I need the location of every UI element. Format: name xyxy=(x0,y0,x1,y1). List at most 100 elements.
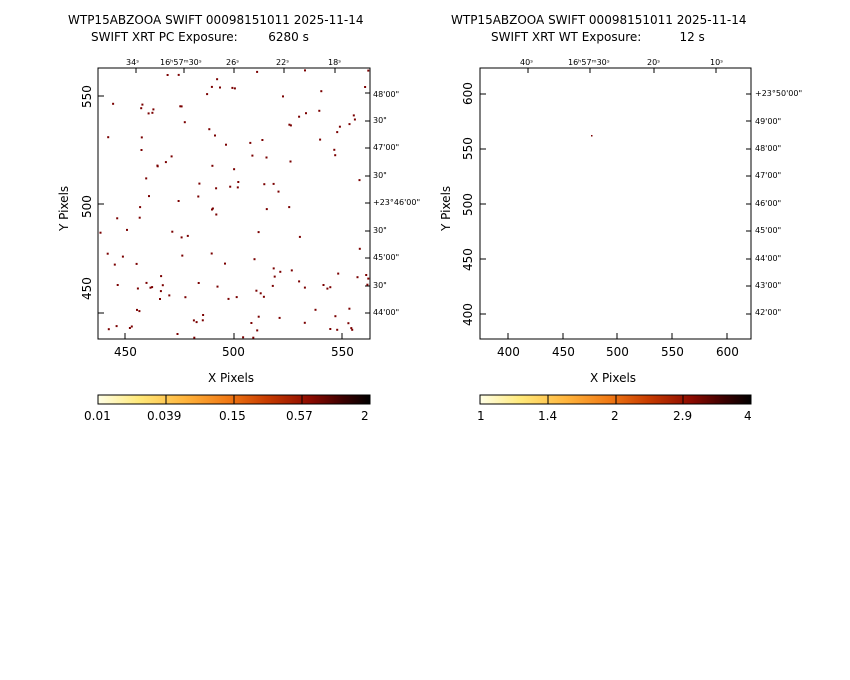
panel1-event-point xyxy=(261,139,264,141)
panel1-colorbar-tick: 2 xyxy=(361,409,369,423)
panel1-event-point xyxy=(289,124,292,127)
panel1-event-point xyxy=(251,154,254,157)
panel1-frame xyxy=(97,67,371,340)
panel1-event-point xyxy=(259,292,262,295)
panel1-event-point xyxy=(156,164,159,167)
panel1-event-point xyxy=(326,287,329,290)
panel2-event-point xyxy=(591,135,593,137)
panel1-event-point xyxy=(227,297,230,300)
panel1-ra-tick: 16ʰ57ᵐ30ˢ xyxy=(160,58,202,67)
panel1-event-point xyxy=(289,160,292,163)
panel1-event-point xyxy=(138,310,141,313)
panel2-x-tick: 450 xyxy=(552,345,575,359)
panel1-event-point xyxy=(263,183,266,186)
panel1-event-point xyxy=(356,276,359,279)
panel2-colorbar-tick: 1.4 xyxy=(538,409,558,423)
panel1-event-point xyxy=(278,316,281,319)
panel1-event-point xyxy=(192,319,195,322)
panel1-event-point xyxy=(235,296,238,299)
panel2-colorbar-tick: 4 xyxy=(744,409,752,423)
panel1-ra-tick: 26ˢ xyxy=(226,58,240,67)
panel1-event-point xyxy=(198,182,201,185)
panel2-dec-tick: 44'00" xyxy=(755,254,782,263)
panel1-event-point xyxy=(152,108,155,111)
panel1-event-point xyxy=(113,263,116,266)
panel1-event-point xyxy=(215,187,218,190)
panel1-event-point xyxy=(224,262,226,265)
panel1-event-point xyxy=(303,286,306,289)
panel1-event-point xyxy=(206,93,209,96)
panel1-event-point xyxy=(336,131,339,134)
panel1-event-point xyxy=(106,252,109,255)
panel1-event-point xyxy=(364,86,367,88)
panel1-event-point xyxy=(177,200,180,202)
panel1-event-point xyxy=(279,270,282,273)
panel1-event-point xyxy=(147,112,150,115)
panel1-event-point xyxy=(233,168,236,171)
panel1-event-point xyxy=(210,85,213,88)
panel1-event-point xyxy=(128,327,131,329)
panel1-event-point xyxy=(161,284,164,287)
panel1-event-point xyxy=(140,136,143,139)
panel1-event-point xyxy=(211,164,214,167)
panel1-event-point xyxy=(288,206,291,209)
panel1-dec-tick: 44'00" xyxy=(373,308,400,317)
panel1-event-point xyxy=(348,123,351,126)
panel1-event-point xyxy=(305,112,307,115)
panel1-event-point xyxy=(164,161,167,164)
panel1-event-point xyxy=(159,290,162,293)
panel1-event-point xyxy=(197,195,200,198)
panel1-colorbar-ticks xyxy=(165,395,303,404)
panel1-event-point xyxy=(319,138,322,141)
panel1-event-point xyxy=(329,286,332,289)
panel1-event-point xyxy=(166,74,169,76)
panel1-event-point xyxy=(138,216,141,219)
panel2-dec-tick: 47'00" xyxy=(755,171,782,180)
panel1-event-point xyxy=(231,86,234,89)
panel2-ra-tick: 20ˢ xyxy=(647,58,661,67)
panel1-event-point xyxy=(148,195,150,198)
panel1-colorbar-tick: 0.039 xyxy=(147,409,182,423)
panel2-dec-tick: 42'00" xyxy=(755,308,782,317)
panel1-event-point xyxy=(298,280,301,283)
panel1-event-point xyxy=(352,114,355,117)
panel1-dec-tick: 30" xyxy=(373,171,387,180)
panel2-dec-tick: 45'00" xyxy=(755,226,782,235)
panel1-event-point xyxy=(252,336,255,339)
panel1-event-point xyxy=(288,123,291,126)
panel1-event-point xyxy=(215,213,218,216)
panel1-event-point xyxy=(151,286,154,289)
panel1-event-point xyxy=(179,105,182,108)
panel1-event-point xyxy=(202,314,205,316)
panel1-ra-tick: 22ˢ xyxy=(276,58,290,67)
panel1-event-point xyxy=(121,255,124,258)
panel1-event-point xyxy=(334,315,337,318)
panel1-event-point xyxy=(233,87,236,90)
panel1-colorbar-tick: 0.01 xyxy=(84,409,111,423)
panel1-event-point xyxy=(348,307,351,310)
panel1-event-point xyxy=(262,295,265,298)
panel1-event-point xyxy=(337,272,340,275)
panel1-event-point xyxy=(350,327,353,330)
panel1-event-point xyxy=(358,247,361,250)
panel1-event-point xyxy=(115,325,118,328)
panel1-event-point xyxy=(256,70,259,73)
panel1-event-point xyxy=(257,231,260,234)
panel1-event-point xyxy=(253,258,256,261)
panel1-event-point xyxy=(130,325,133,328)
panel1-event-point xyxy=(159,298,161,300)
panel1-colorbar-tick: 0.15 xyxy=(219,409,246,423)
panel2-x-tick: 550 xyxy=(661,345,684,359)
panel2-colorbar-tick: 1 xyxy=(477,409,485,423)
panel1-event-point xyxy=(183,121,186,124)
panel1-event-point xyxy=(272,182,275,185)
panel1-event-point xyxy=(320,90,323,93)
panel1-event-point xyxy=(271,284,274,287)
panel1-event-point xyxy=(237,181,240,183)
panel2-x-axis-label: X Pixels xyxy=(590,371,637,385)
panel2-frame-ticks xyxy=(480,68,751,339)
panel1-event-point xyxy=(141,103,144,106)
panel2-x-tick: 500 xyxy=(606,345,629,359)
panel1-event-point xyxy=(116,284,119,286)
panel1-event-point xyxy=(225,143,227,146)
